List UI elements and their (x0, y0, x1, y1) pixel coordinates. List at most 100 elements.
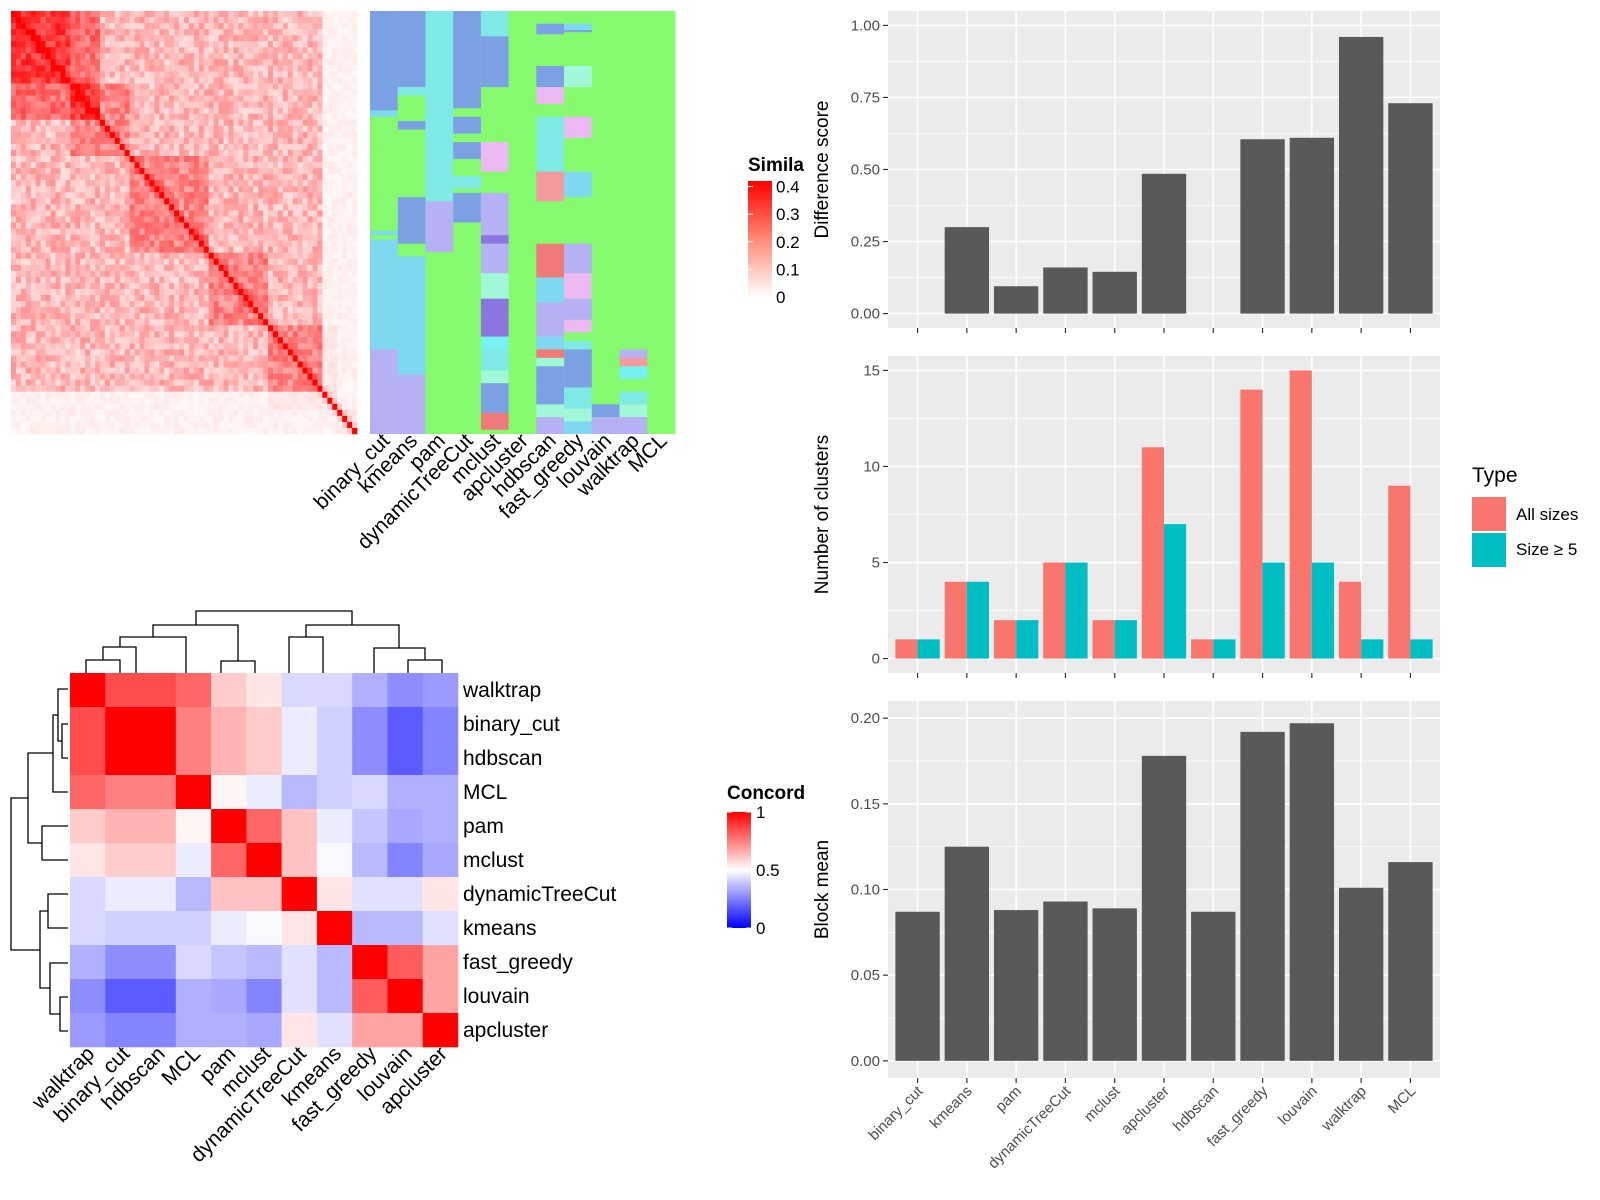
similarity-cell (277, 89, 284, 96)
similarity-cell (75, 379, 81, 386)
similarity-cell (203, 95, 210, 102)
similarity-cell (104, 174, 111, 181)
similarity-cell (223, 156, 229, 163)
similarity-cell (45, 65, 51, 72)
similarity-cell (15, 216, 22, 223)
similarity-cell (129, 252, 135, 260)
similarity-cell (90, 101, 96, 108)
similarity-cell (287, 313, 294, 320)
similarity-cell (30, 349, 37, 356)
similarity-cell (327, 77, 333, 84)
similarity-cell (85, 113, 91, 121)
similarity-cell (203, 216, 210, 223)
similarity-cell (272, 11, 279, 18)
similarity-cell (20, 301, 27, 308)
similarity-cell (312, 307, 318, 314)
similarity-cell (65, 288, 71, 296)
similarity-cell (104, 71, 111, 78)
similarity-cell (198, 307, 205, 314)
similarity-cell (347, 349, 353, 356)
similarity-cell (213, 11, 219, 18)
similarity-cell (11, 415, 17, 423)
similarity-cell (248, 355, 254, 362)
similarity-cell (65, 204, 71, 211)
similarity-cell (272, 125, 279, 133)
similarity-cell (317, 252, 323, 260)
similarity-cell (188, 89, 195, 96)
similarity-cell (75, 101, 81, 108)
similarity-cell (149, 240, 155, 247)
similarity-cell (203, 367, 210, 374)
similarity-cell (213, 47, 219, 54)
similarity-cell (80, 168, 86, 175)
similarity-cell (198, 186, 205, 193)
similarity-cell (109, 186, 116, 193)
similarity-cell (223, 11, 229, 18)
similarity-cell (233, 35, 239, 42)
similarity-cell (317, 156, 323, 163)
similarity-cell (45, 53, 51, 60)
similarity-cell (60, 186, 66, 193)
similarity-cell (282, 35, 289, 42)
similarity-cell (179, 41, 185, 48)
similarity-cell (20, 367, 27, 374)
similarity-cell (272, 409, 279, 417)
similarity-cell (15, 156, 22, 163)
similarity-cell (342, 367, 348, 374)
similarity-cell (268, 397, 274, 405)
similarity-cell (174, 373, 180, 380)
similarity-cell (277, 59, 284, 66)
similarity-cell (159, 216, 165, 223)
similarity-cell (174, 107, 180, 115)
similarity-cell (129, 107, 135, 115)
similarity-cell (258, 319, 264, 326)
similarity-cell (208, 125, 214, 133)
similarity-cell (218, 397, 224, 405)
similarity-cell (139, 343, 145, 350)
similarity-cell (198, 379, 205, 386)
similarity-cell (95, 276, 101, 284)
similarity-cell (149, 313, 155, 320)
similarity-cell (317, 192, 323, 199)
similarity-cell (159, 319, 165, 326)
similarity-cell (169, 325, 175, 332)
similarity-cell (134, 264, 140, 272)
similarity-cell (15, 53, 22, 60)
similarity-cell (90, 288, 96, 296)
similarity-cell (258, 180, 264, 187)
similarity-cell (317, 276, 323, 284)
similarity-cell (263, 77, 269, 84)
similarity-cell (238, 282, 244, 290)
similarity-cell (144, 47, 150, 54)
similarity-cell (188, 270, 195, 278)
similarity-cell (233, 319, 239, 326)
similarity-cell (342, 17, 348, 24)
similarity-cell (312, 125, 318, 133)
similarity-cell (263, 174, 269, 181)
similarity-cell (30, 264, 37, 272)
similarity-cell (302, 137, 308, 145)
similarity-cell (129, 355, 135, 362)
similarity-cell (263, 119, 269, 127)
similarity-cell (238, 264, 244, 272)
similarity-cell (139, 301, 145, 308)
similarity-cell (35, 325, 41, 332)
similarity-cell (80, 373, 86, 380)
similarity-cell (213, 168, 219, 175)
similarity-cell (233, 409, 239, 417)
similarity-cell (268, 59, 274, 66)
similarity-cell (90, 29, 96, 36)
similarity-cell (174, 29, 180, 36)
similarity-cell (263, 355, 269, 362)
similarity-cell (35, 349, 41, 356)
similarity-cell (243, 361, 249, 368)
similarity-cell (238, 295, 244, 302)
similarity-cell (263, 17, 269, 24)
similarity-cell (268, 240, 274, 247)
similarity-cell (70, 409, 76, 417)
similarity-cell (258, 361, 264, 368)
similarity-cell (243, 149, 249, 157)
similarity-cell (129, 409, 135, 417)
similarity-cell (134, 288, 140, 296)
similarity-cell (317, 95, 323, 102)
